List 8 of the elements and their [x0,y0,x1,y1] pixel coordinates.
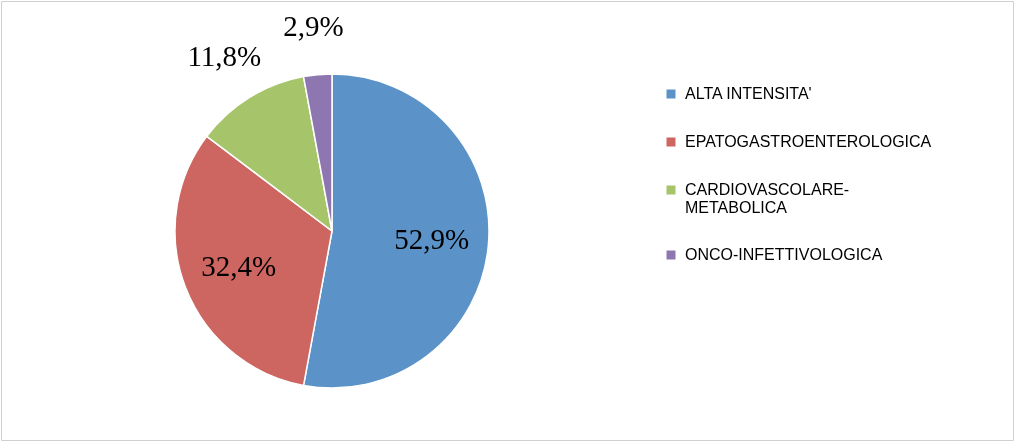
data-label: 32,4% [201,250,277,283]
data-label: 11,8% [187,39,262,72]
legend-label: CARDIOVASCOLARE-METABOLICA [685,181,850,216]
legend-label: EPATOGASTROENTEROLOGICA [685,133,932,150]
legend-label: ALTA INTENSITA' [685,85,812,102]
data-label: 52,9% [394,223,470,256]
data-label: 2,9% [283,9,344,42]
legend-label: ONCO-INFETTIVOLOGICA [685,246,883,263]
